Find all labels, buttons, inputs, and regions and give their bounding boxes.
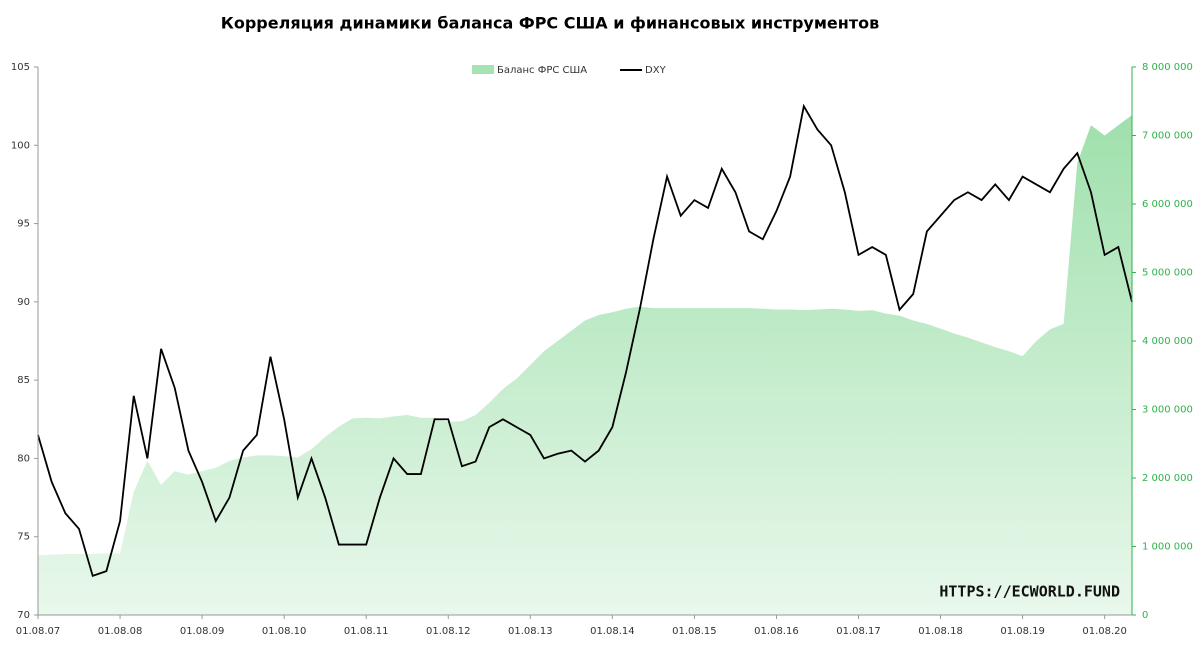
legend-label: Баланс ФРС США bbox=[497, 65, 587, 76]
x-tick-label: 01.08.11 bbox=[344, 626, 389, 637]
y-tick-label: 70 bbox=[17, 610, 30, 621]
y2-tick-label: 8 000 000 bbox=[1142, 62, 1193, 73]
y2-tick-label: 1 000 000 bbox=[1142, 542, 1193, 553]
y2-tick-label: 2 000 000 bbox=[1142, 473, 1193, 484]
x-tick-label: 01.08.12 bbox=[426, 626, 471, 637]
x-tick-label: 01.08.19 bbox=[1000, 626, 1045, 637]
y2-tick-label: 7 000 000 bbox=[1142, 131, 1193, 142]
x-tick-label: 01.08.13 bbox=[508, 626, 553, 637]
x-tick-label: 01.08.16 bbox=[754, 626, 799, 637]
y-tick-label: 80 bbox=[17, 453, 30, 464]
x-tick-label: 01.08.08 bbox=[98, 626, 143, 637]
y2-tick-label: 5 000 000 bbox=[1142, 268, 1193, 279]
y-tick-label: 105 bbox=[11, 62, 30, 73]
y2-tick-label: 3 000 000 bbox=[1142, 405, 1193, 416]
x-tick-label: 01.08.09 bbox=[180, 626, 225, 637]
y-tick-label: 75 bbox=[17, 532, 30, 543]
y-tick-label: 85 bbox=[17, 375, 30, 386]
x-tick-label: 01.08.14 bbox=[590, 626, 635, 637]
y2-tick-label: 0 bbox=[1142, 610, 1148, 621]
x-tick-label: 01.08.20 bbox=[1082, 626, 1127, 637]
x-tick-label: 01.08.15 bbox=[672, 626, 717, 637]
y2-tick-label: 4 000 000 bbox=[1142, 336, 1193, 347]
x-tick-label: 01.08.07 bbox=[16, 626, 61, 637]
y-tick-label: 95 bbox=[17, 219, 30, 230]
legend-item: DXY bbox=[620, 65, 667, 76]
x-tick-label: 01.08.10 bbox=[262, 626, 307, 637]
legend-swatch bbox=[472, 65, 494, 74]
line bbox=[37, 103, 1133, 578]
legend-label: DXY bbox=[645, 65, 667, 76]
y2-tick-label: 6 000 000 bbox=[1142, 199, 1193, 210]
area bbox=[38, 114, 1132, 615]
y-tick-label: 90 bbox=[17, 297, 30, 308]
chart-title: Корреляция динамики баланса ФРС США и фи… bbox=[221, 14, 879, 33]
legend-item: Баланс ФРС США bbox=[472, 65, 587, 76]
x-tick-label: 01.08.17 bbox=[836, 626, 881, 637]
x-tick-label: 01.08.18 bbox=[918, 626, 963, 637]
y-tick-label: 100 bbox=[11, 140, 30, 151]
watermark: HTTPS://ECWORLD.FUND bbox=[939, 583, 1120, 601]
